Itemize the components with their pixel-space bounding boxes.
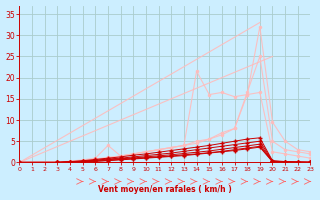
X-axis label: Vent moyen/en rafales ( km/h ): Vent moyen/en rafales ( km/h )	[98, 185, 232, 194]
